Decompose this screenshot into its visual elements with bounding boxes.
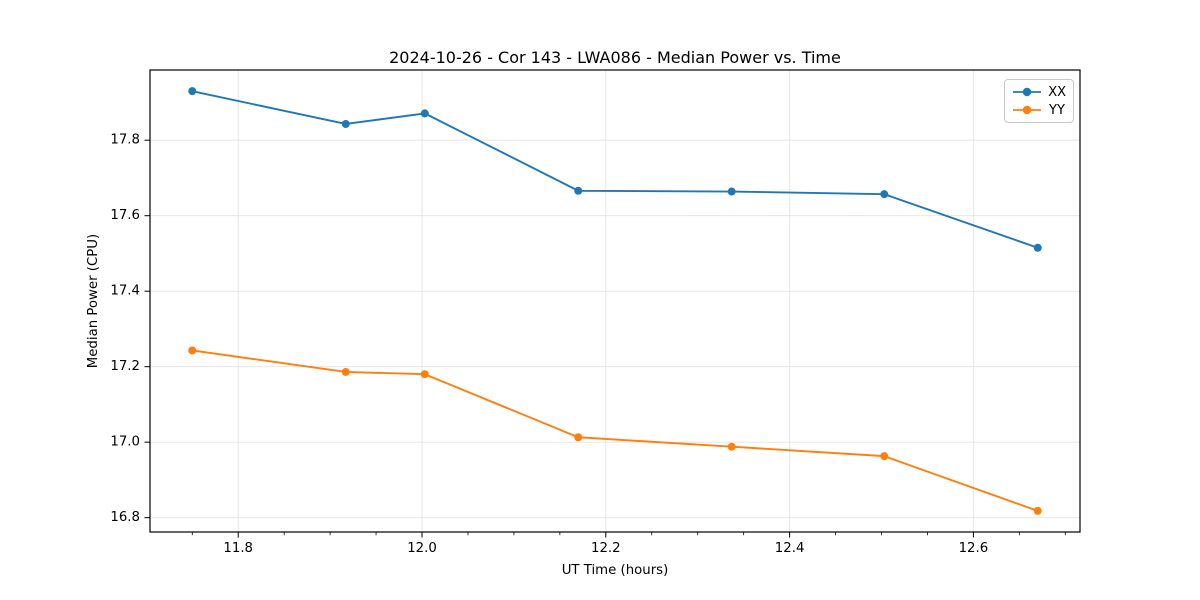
legend-line-marker-icon	[1013, 87, 1041, 97]
data-point-xx	[727, 187, 736, 196]
data-point-yy	[341, 367, 350, 376]
y-axis-label: Median Power (CPU)	[86, 234, 101, 368]
y-tick-label: 17.8	[110, 133, 140, 148]
data-point-yy	[420, 370, 429, 379]
data-point-xx	[574, 186, 583, 195]
legend-entry-yy: YY	[1012, 101, 1066, 119]
x-tick-label: 11.8	[223, 541, 253, 556]
data-point-yy	[574, 433, 583, 442]
legend-label-xx: XX	[1048, 84, 1066, 100]
series-line-yy	[192, 349, 1039, 512]
x-tick-label: 12.0	[407, 541, 437, 556]
legend-label-yy: YY	[1049, 102, 1065, 118]
axes-box	[149, 69, 1081, 533]
y-tick-label: 17.2	[110, 359, 140, 374]
data-point-xx	[420, 109, 429, 118]
series-line-xx	[192, 90, 1039, 249]
data-point-yy	[1033, 506, 1042, 515]
data-point-yy	[188, 346, 197, 355]
y-tick-label: 17.6	[110, 208, 140, 223]
data-point-xx	[880, 190, 889, 199]
data-point-xx	[341, 119, 350, 128]
x-tick-label: 12.4	[775, 541, 805, 556]
legend-line-marker-icon	[1013, 105, 1041, 115]
legend: XX YY	[1004, 79, 1074, 123]
data-point-xx	[188, 87, 197, 96]
chart-title: 2024-10-26 - Cor 143 - LWA086 - Median P…	[389, 48, 841, 67]
y-tick-label: 17.0	[110, 435, 140, 450]
y-tick-label: 17.4	[110, 284, 140, 299]
data-point-yy	[727, 442, 736, 451]
data-point-yy	[880, 452, 889, 461]
x-tick-label: 12.6	[959, 541, 989, 556]
y-tick-label: 16.8	[110, 510, 140, 525]
x-axis-label: UT Time (hours)	[562, 563, 669, 578]
data-point-xx	[1033, 243, 1042, 252]
x-tick-label: 12.2	[591, 541, 621, 556]
legend-entry-xx: XX	[1012, 83, 1066, 101]
